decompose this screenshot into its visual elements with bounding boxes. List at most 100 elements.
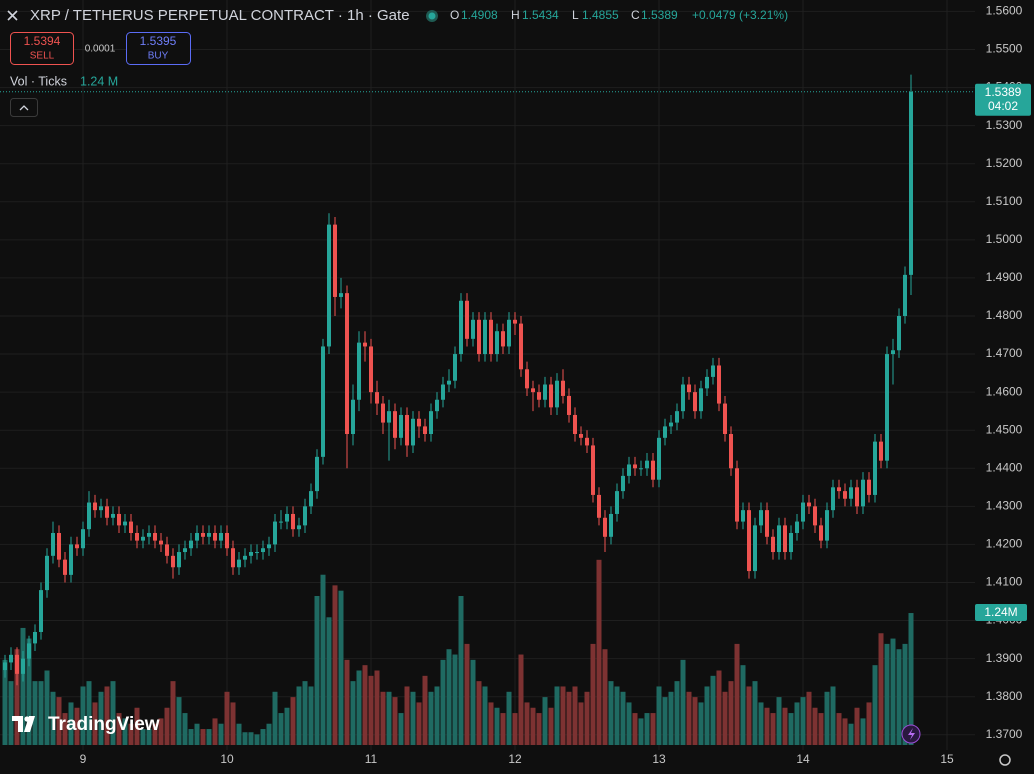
- volume-bar: [572, 686, 578, 745]
- volume-bar: [332, 585, 338, 745]
- volume-bar: [164, 707, 170, 745]
- candle-body: [429, 411, 433, 435]
- volume-bar: [236, 723, 242, 745]
- volume-bar: [176, 697, 182, 745]
- volume-bar: [278, 713, 284, 745]
- candle-body: [813, 506, 817, 526]
- volume-bar: [98, 691, 104, 745]
- candle-body: [141, 536, 145, 541]
- candle-body: [489, 319, 493, 355]
- candle-body: [399, 414, 403, 438]
- buy-button[interactable]: [126, 32, 191, 65]
- candle-body: [267, 544, 271, 549]
- volume-bar: [302, 681, 308, 745]
- candle-body: [33, 631, 37, 644]
- candle-body: [657, 437, 661, 480]
- volume-bar: [140, 729, 146, 745]
- volume-bar: [800, 697, 806, 745]
- candle-body: [243, 555, 247, 560]
- volume-bar: [662, 697, 668, 745]
- volume-bar: [614, 686, 620, 745]
- volume-bar: [320, 574, 326, 745]
- candle-body: [639, 468, 643, 470]
- buy-price: 1.5395: [140, 34, 177, 48]
- candle-body: [705, 376, 709, 389]
- candle-body: [681, 384, 685, 412]
- sell-price: 1.5394: [24, 34, 61, 48]
- candle-body: [747, 510, 751, 572]
- candle-body: [513, 319, 517, 324]
- candle-body: [843, 491, 847, 499]
- settings-icon[interactable]: [999, 754, 1011, 766]
- candle-body: [855, 487, 859, 507]
- candle-body: [45, 555, 49, 591]
- candle-body: [441, 384, 445, 400]
- price-tag: [975, 83, 1031, 116]
- volume-bar: [308, 686, 314, 745]
- candle-body: [3, 662, 7, 671]
- candle-body: [549, 384, 553, 408]
- volume-bar: [488, 702, 494, 745]
- candle-body: [27, 643, 31, 659]
- candle-body: [231, 548, 235, 568]
- candle-body: [687, 384, 691, 393]
- volume-bar: [368, 675, 374, 745]
- volume-bar: [668, 691, 674, 745]
- volume-bar: [500, 713, 506, 745]
- volume-bar: [8, 681, 14, 745]
- volume-bar: [356, 670, 362, 745]
- collapse-button[interactable]: [10, 98, 38, 117]
- volume-bar: [146, 729, 152, 745]
- volume-bar: [908, 613, 914, 745]
- volume-bar: [686, 691, 692, 745]
- candle-body: [447, 380, 451, 385]
- candle-body: [765, 510, 769, 537]
- volume-bar: [722, 691, 728, 745]
- ohlc-value: 1.4908: [461, 8, 498, 22]
- volume-bar: [596, 559, 602, 745]
- ohlc-value: 1.5434: [522, 8, 559, 22]
- volume-bar: [902, 643, 908, 745]
- volume-bar: [710, 675, 716, 745]
- volume-bar: [188, 729, 194, 745]
- volume-bar: [404, 686, 410, 745]
- candle-body: [729, 434, 733, 469]
- volume-bar: [806, 691, 812, 745]
- candle-body: [87, 502, 91, 530]
- volume-bar: [608, 681, 614, 745]
- candle-body: [495, 331, 499, 355]
- volume-bar: [716, 670, 722, 745]
- candle-body: [15, 654, 19, 674]
- volume-name: Vol · Ticks: [10, 74, 67, 88]
- volume-bar: [266, 723, 272, 745]
- volume-bar: [740, 665, 746, 745]
- sell-button[interactable]: [10, 32, 74, 65]
- candle-body: [189, 540, 193, 549]
- x-tick-label: 13: [652, 752, 666, 766]
- y-tick-label: 1.4200: [986, 537, 1023, 551]
- volume-bar: [26, 638, 32, 745]
- candle-body: [105, 506, 109, 518]
- volume-bar: [230, 702, 236, 745]
- candle-body: [303, 506, 307, 526]
- volume-bar: [848, 723, 854, 745]
- candle-body: [699, 388, 703, 412]
- volume-bar: [290, 697, 296, 745]
- candle-body: [207, 532, 211, 537]
- candle-body: [567, 395, 571, 415]
- candle-body: [315, 456, 319, 492]
- candle-body: [363, 342, 367, 347]
- volume-bar: [842, 718, 848, 745]
- candle-body: [633, 464, 637, 469]
- candle-body: [51, 532, 55, 556]
- candle-body: [165, 544, 169, 556]
- candle-body: [369, 346, 373, 393]
- candle-body: [603, 517, 607, 537]
- volume-bar: [770, 713, 776, 745]
- candle-body: [519, 323, 523, 370]
- volume-bar: [542, 697, 548, 745]
- candle-body: [867, 479, 871, 495]
- volume-bar: [794, 702, 800, 745]
